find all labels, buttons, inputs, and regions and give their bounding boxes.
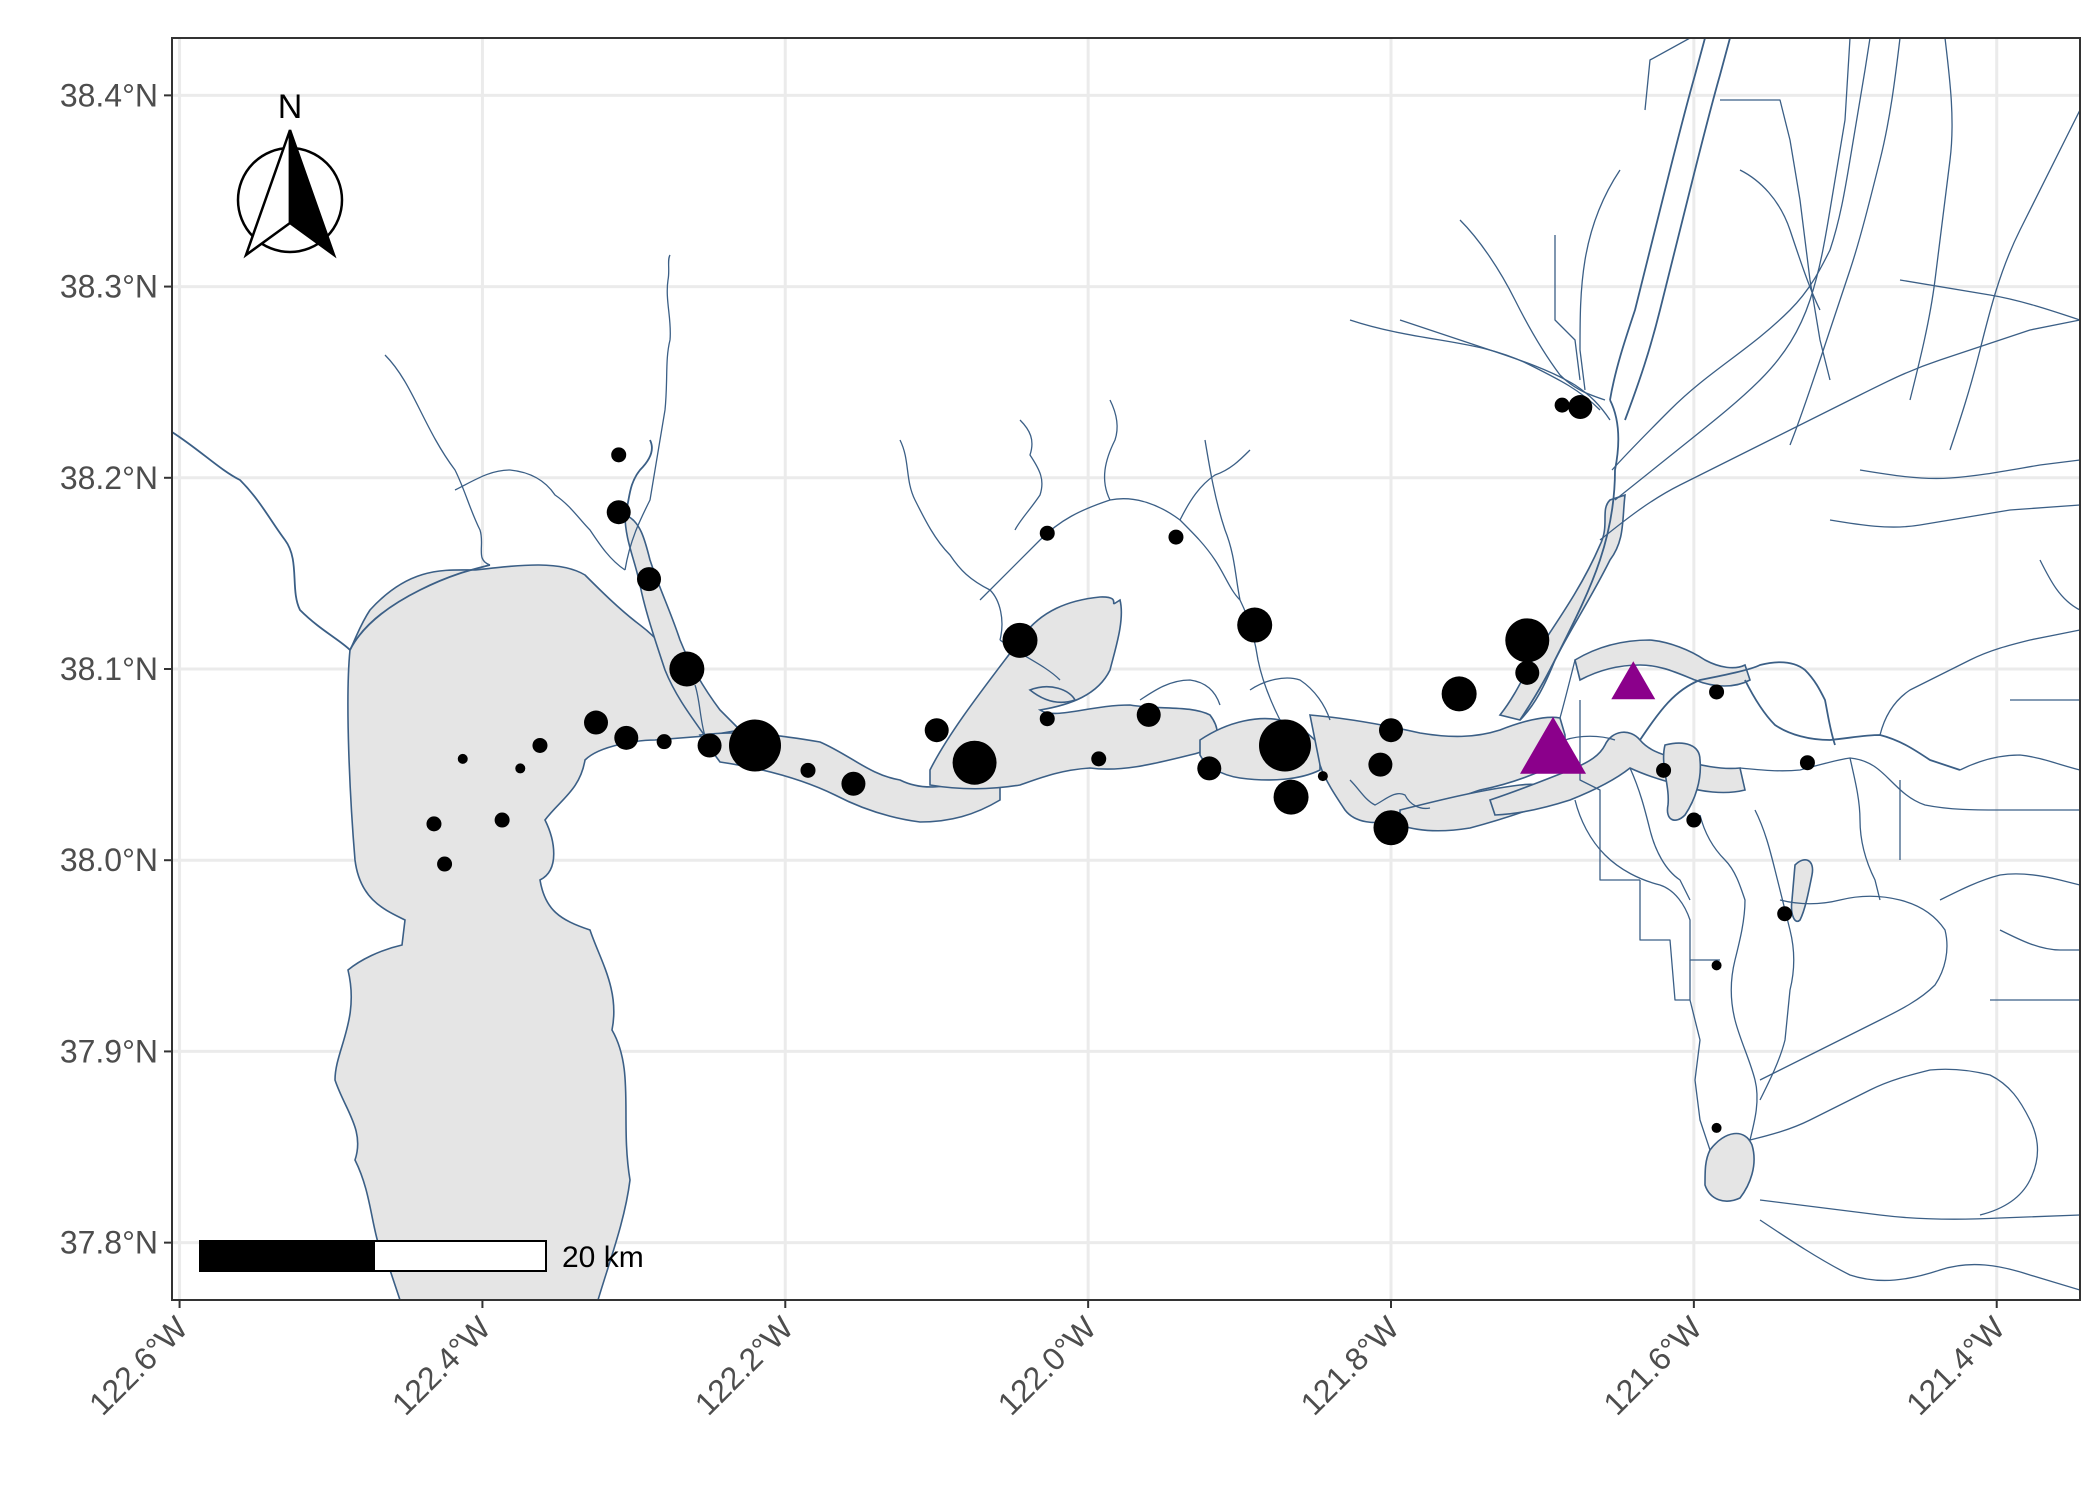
north-arrow-label: N (278, 88, 303, 126)
station-point-32 (1373, 810, 1409, 846)
station-point-23 (1136, 702, 1161, 727)
x-tick-label-2: 122.2°W (688, 1309, 801, 1422)
water-layer (172, 38, 2080, 1300)
x-axis: 122.6°W 122.4°W 122.2°W 122.0°W 121.8°W 121.6… (82, 1300, 2012, 1422)
station-point-6 (656, 734, 672, 750)
triangle-point-1 (1611, 661, 1656, 700)
x-tick-label-1: 122.4°W (385, 1309, 498, 1422)
x-tick-label-3: 122.0°W (991, 1309, 1104, 1422)
station-point-30 (1368, 752, 1393, 777)
station-point-28 (1273, 779, 1309, 815)
y-axis: 38.4°N 38.3°N 38.2°N 38.1°N 38.0°N 37.9°N 37.8… (60, 77, 172, 1261)
clifton-court-forebay (1704, 1132, 1755, 1202)
san-pablo-bay (334, 564, 707, 1300)
x-tick-label-5: 121.6°W (1596, 1309, 1709, 1422)
station-point-22 (1091, 751, 1107, 767)
x-tick-label-0: 122.6°W (82, 1309, 195, 1422)
station-point-24 (1168, 529, 1184, 545)
station-point-11 (457, 753, 468, 764)
station-point-40 (1709, 684, 1725, 700)
triangle-point-0 (1520, 716, 1587, 774)
station-point-0 (611, 447, 627, 463)
scale-bar-black-segment (199, 1240, 375, 1272)
station-point-1 (606, 500, 631, 525)
station-point-9 (532, 737, 548, 753)
station-point-38 (1656, 762, 1672, 778)
y-tick-label-6: 37.8°N (60, 1225, 158, 1261)
station-point-31 (1379, 718, 1403, 743)
station-point-26 (1237, 607, 1273, 643)
station-point-14 (437, 856, 453, 872)
franks-tract (1662, 742, 1702, 821)
station-point-17 (924, 718, 949, 743)
san-joaquin-river (1488, 731, 1746, 816)
y-tick-label-1: 38.3°N (60, 269, 158, 305)
station-point-36 (1554, 397, 1570, 413)
station-point-5 (697, 733, 722, 758)
station-point-29 (1317, 771, 1328, 782)
sherman-lake (1574, 639, 1751, 687)
north-arrow-right-half (288, 129, 337, 259)
triangle-markers (1520, 661, 1656, 774)
station-point-37 (1568, 395, 1593, 420)
station-point-43 (1777, 906, 1793, 922)
station-markers (426, 395, 1815, 1133)
suisun-bay (929, 596, 1218, 790)
station-point-4 (729, 719, 781, 772)
scale-bar-label: 20 km (562, 1241, 644, 1274)
y-tick-label-0: 38.4°N (60, 77, 158, 113)
station-point-15 (800, 762, 816, 778)
y-tick-label-2: 38.2°N (60, 460, 158, 496)
y-tick-label-4: 38.0°N (60, 842, 158, 878)
station-point-20 (1039, 711, 1055, 727)
scale-bar: 20 km (199, 1240, 644, 1274)
station-point-13 (426, 816, 442, 832)
station-point-21 (1039, 525, 1055, 541)
station-point-27 (1259, 719, 1311, 772)
station-point-34 (1505, 618, 1550, 663)
station-point-2 (637, 567, 661, 592)
x-tick-label-4: 121.8°W (1293, 1309, 1406, 1422)
station-point-41 (1711, 960, 1722, 971)
scale-bar-white-segment (373, 1240, 547, 1272)
station-point-8 (584, 710, 608, 735)
station-point-12 (494, 812, 510, 828)
grizzly-bay (1028, 685, 1077, 704)
north-arrow: N (236, 88, 344, 259)
graticule (172, 38, 2080, 1300)
station-point-16 (841, 771, 866, 796)
station-point-10 (515, 763, 526, 774)
station-point-19 (1002, 622, 1038, 658)
y-tick-label-3: 38.1°N (60, 651, 158, 687)
station-point-39 (1686, 812, 1702, 828)
station-point-33 (1441, 676, 1477, 712)
station-point-3 (669, 651, 705, 687)
x-tick-label-6: 121.4°W (1899, 1309, 2012, 1422)
station-point-42 (1711, 1122, 1722, 1133)
y-tick-label-5: 37.9°N (60, 1033, 158, 1069)
station-point-35 (1515, 660, 1540, 685)
station-point-25 (1197, 756, 1222, 781)
station-point-7 (614, 725, 639, 750)
station-point-18 (952, 740, 997, 785)
river-network (172, 38, 2080, 1291)
station-point-44 (1799, 755, 1815, 771)
